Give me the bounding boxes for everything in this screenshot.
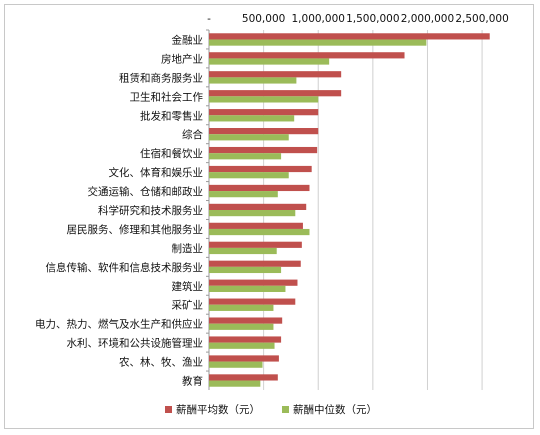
bar-median-salary xyxy=(209,285,286,292)
category-label: 教育 xyxy=(182,375,203,388)
category-label: 采矿业 xyxy=(172,299,204,312)
category-labels: 金融业房地产业租赁和商务服务业卫生和社会工作批发和零售业综合住宿和餐饮业文化、体… xyxy=(35,33,203,387)
x-axis-tick-labels: - 500,000 1,000,000 1,500,000 2,000,000 2,500… xyxy=(207,13,509,25)
bar-median-salary xyxy=(209,115,295,122)
bar-average-salary xyxy=(209,203,307,210)
grid-lines xyxy=(206,29,483,390)
x-tick-label: - xyxy=(207,13,211,25)
category-label: 信息传输、软件和信息技术服务业 xyxy=(46,261,204,274)
category-label: 居民服务、修理和其他服务业 xyxy=(67,223,204,236)
bar-average-salary xyxy=(209,184,310,192)
bar-average-salary xyxy=(209,109,319,116)
legend-label: 薪酬中位数（元） xyxy=(293,403,377,416)
bar-median-salary xyxy=(209,39,427,46)
bar-average-salary xyxy=(209,241,302,248)
bar-median-salary xyxy=(209,134,289,141)
bar-average-salary xyxy=(209,90,342,97)
bar-median-salary xyxy=(209,191,278,198)
bar-average-salary xyxy=(209,355,279,362)
category-label: 科学研究和技术服务业 xyxy=(98,204,203,217)
bar-median-salary xyxy=(209,342,275,349)
bar-median-salary xyxy=(209,96,319,103)
x-tick-label: 2,500,000 xyxy=(455,13,508,25)
bar-median-salary xyxy=(209,172,289,179)
bar-average-salary xyxy=(209,146,318,154)
x-tick-label: 1,000,000 xyxy=(292,13,345,25)
category-label: 建筑业 xyxy=(172,280,204,293)
x-tick-label: 500,000 xyxy=(242,13,285,25)
bar-average-salary xyxy=(209,128,319,135)
bar-median-salary xyxy=(209,323,274,330)
bar-average-salary xyxy=(209,165,312,173)
bar-median-salary xyxy=(209,247,277,255)
category-label: 电力、热力、燃气及水生产和供应业 xyxy=(35,318,203,331)
category-label: 农、林、牧、渔业 xyxy=(119,356,203,369)
bars xyxy=(209,33,490,387)
bar-median-salary xyxy=(209,304,274,311)
category-label: 综合 xyxy=(182,128,203,141)
bar-median-salary xyxy=(209,153,282,160)
category-label: 水利、环境和公共设施管理业 xyxy=(67,337,204,350)
category-label: 制造业 xyxy=(172,242,204,255)
bar-median-salary xyxy=(209,77,297,84)
category-label: 交通运输、仓储和邮政业 xyxy=(88,185,204,198)
legend-label: 薪酬平均数（元） xyxy=(176,403,260,416)
bar-median-salary xyxy=(209,228,310,236)
legend-swatch xyxy=(282,406,289,413)
category-label: 卫生和社会工作 xyxy=(130,90,204,103)
legend-swatch xyxy=(165,406,172,413)
category-label: 文化、体育和娱乐业 xyxy=(109,166,204,179)
category-label: 住宿和餐饮业 xyxy=(140,147,203,160)
category-label: 房地产业 xyxy=(161,52,203,65)
bar-median-salary xyxy=(209,266,282,274)
category-label: 金融业 xyxy=(172,33,204,46)
bar-average-salary xyxy=(209,260,301,267)
bar-median-salary xyxy=(209,58,330,65)
category-label: 租赁和商务服务业 xyxy=(119,71,203,84)
bar-average-salary xyxy=(209,336,282,343)
bar-average-salary xyxy=(209,374,278,381)
bar-average-salary xyxy=(209,71,342,78)
bar-average-salary xyxy=(209,298,296,305)
bar-median-salary xyxy=(209,361,263,368)
bar-average-salary xyxy=(209,52,405,59)
x-tick-label: 1,500,000 xyxy=(346,13,399,25)
category-label: 批发和零售业 xyxy=(140,109,203,122)
bar-median-salary xyxy=(209,380,261,387)
bar-average-salary xyxy=(209,279,298,286)
bar-median-salary xyxy=(209,210,296,217)
bar-average-salary xyxy=(209,33,490,40)
bar-average-salary xyxy=(209,317,283,324)
legend: 薪酬平均数（元） 薪酬中位数（元） xyxy=(165,403,377,416)
x-tick-label: 2,000,000 xyxy=(401,13,454,25)
bar-average-salary xyxy=(209,222,303,229)
